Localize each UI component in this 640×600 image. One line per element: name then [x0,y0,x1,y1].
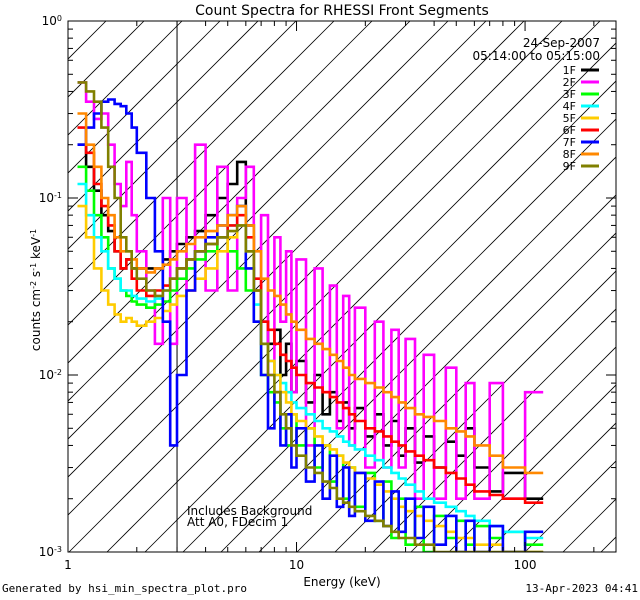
footer-generated-by: Generated by hsi_min_spectra_plot.pro [2,582,248,595]
hatch-line [106,42,616,552]
hatch-line [372,308,616,552]
legend-label: 1F [563,64,576,77]
y-axis-label: counts cm-2 s-1 keV-1 [29,229,44,351]
y-label-exp: -1 [29,263,38,271]
hatch-line [68,21,373,326]
hatch-line [182,118,616,552]
series-line-6F [77,126,544,504]
x-tick-label: 100 [514,558,537,572]
y-label-part: counts cm [29,289,43,351]
legend-label: 9F [563,160,576,173]
legend-label: 6F [563,124,576,137]
y-tick-label: 100 [42,14,62,29]
hatch-line [68,21,145,98]
y-label-exp: -1 [29,229,38,237]
hatch-line [220,156,616,552]
hatch-line [486,422,616,552]
footer-timestamp: 13-Apr-2023 04:41 [525,582,638,595]
date-label: 24-Sep-2007 [523,36,600,50]
y-tick-label: 10-3 [39,545,62,560]
series-line-9F [77,81,544,552]
legend-label: 2F [563,76,576,89]
chart-title: Count Spectra for RHESSI Front Segments [195,3,489,19]
plot-frame [67,20,617,553]
hatch-line [448,384,616,552]
series-line-8F [77,112,544,475]
y-axis-ticks: 10-3 10-2 10-1 100 [39,14,616,560]
x-tick-label: 1 [64,558,72,572]
x-axis-label: Energy (keV) [303,575,380,589]
legend-label: 8F [563,148,576,161]
legend-label: 7F [563,136,576,149]
hatch-line [68,21,525,478]
hatch-line [68,21,449,402]
hatch-line [68,21,411,364]
y-label-part: keV [29,236,43,263]
y-label-exp: -2 [29,281,38,289]
hatch-line [600,536,616,552]
hatch-line [68,21,487,440]
hatch-line [68,21,297,250]
hatch-line [144,80,616,552]
hatch-line [296,232,616,552]
hatch-line [410,346,616,552]
y-label-part: s [29,271,43,281]
hatch-line [524,460,616,552]
series-line-7F [77,98,544,552]
annotation-attenuator: Att A0, FDecim 1 [187,515,288,529]
y-tick-label: 10-2 [39,368,62,383]
x-tick-label: 10 [289,558,304,572]
legend-label: 4F [563,100,576,113]
y-tick-label: 10-1 [39,191,62,206]
hatch-line [334,270,616,552]
series-line-2F [77,81,544,500]
hatch-line [68,21,221,174]
hatch-line [68,21,259,212]
annotation-background: Includes Background [187,504,312,518]
legend-label: 5F [563,112,576,125]
series-layer [77,81,544,552]
legend-label: 3F [563,88,576,101]
time-range-label: 05:14:00 to 05:15:00 [473,49,600,63]
x-axis-ticks: 1 10 100 [64,21,595,572]
